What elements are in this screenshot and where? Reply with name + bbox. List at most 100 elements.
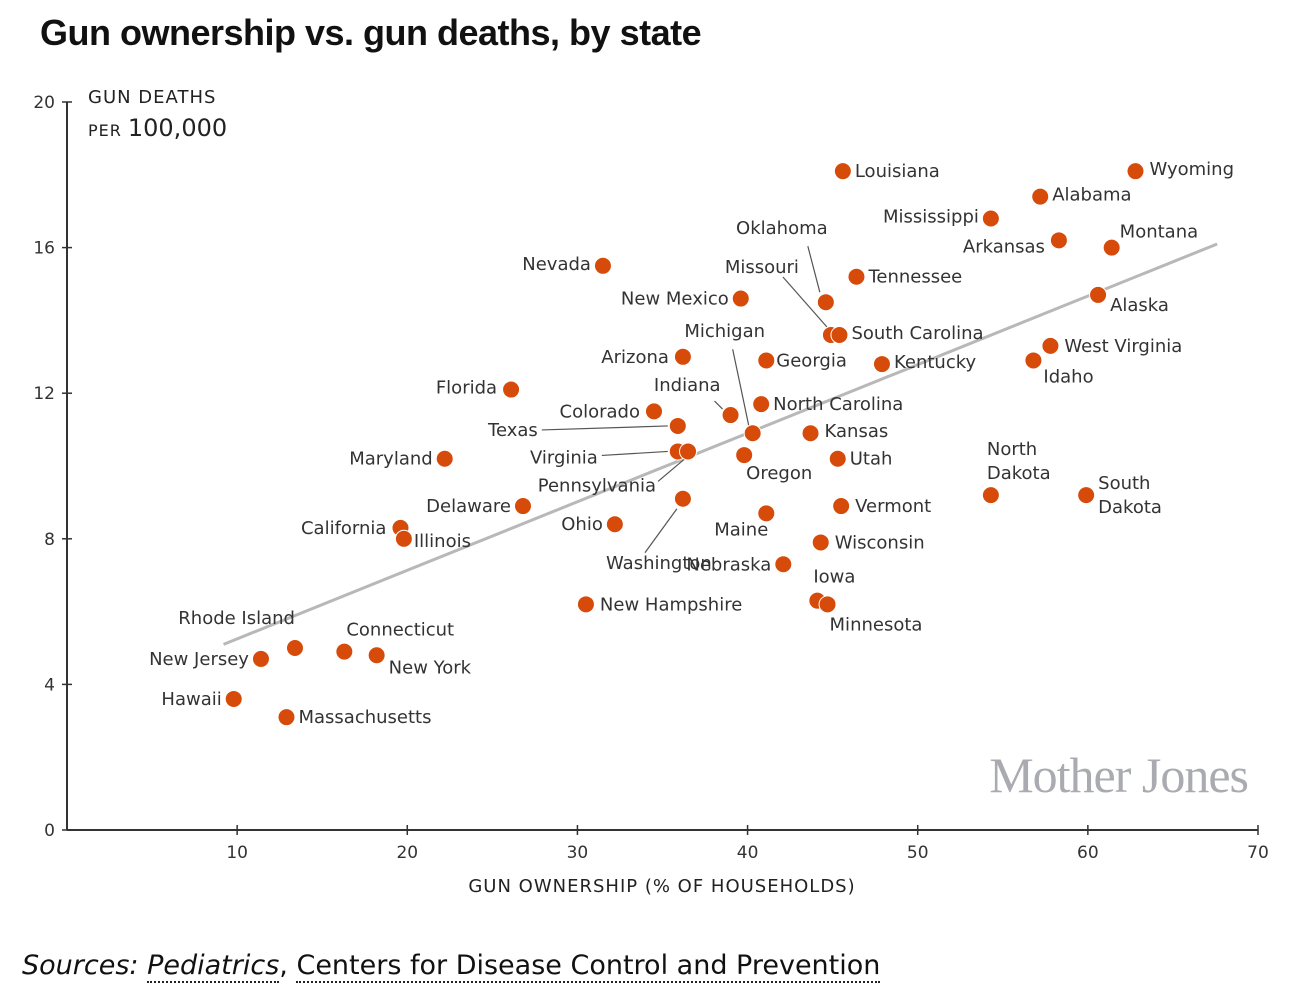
point-new-york xyxy=(367,646,386,665)
point-ohio xyxy=(605,515,624,534)
point-arizona xyxy=(673,347,692,366)
point-oklahoma xyxy=(816,293,835,312)
label-washington: Washington xyxy=(606,553,712,574)
chart-title: Gun ownership vs. gun deaths, by state xyxy=(40,12,702,53)
sources-line: Sources: Pediatrics, Centers for Disease… xyxy=(22,950,881,983)
label-idaho: Idaho xyxy=(1043,366,1093,387)
label-indiana: Indiana xyxy=(654,375,721,396)
label-oklahoma: Oklahoma xyxy=(736,218,828,239)
x-axis-title: GUN OWNERSHIP (% OF HOUSEHOLDS) xyxy=(468,876,855,897)
y-tick-label: 16 xyxy=(33,239,55,259)
x-tick-label: 10 xyxy=(226,843,248,863)
x-tick-label: 50 xyxy=(907,843,929,863)
axes: 10 20 30 40 50 60 70 0 4 8 12 16 20 xyxy=(33,93,1268,863)
label-california: California xyxy=(301,518,386,539)
y-axis-title-line1: GUN DEATHS xyxy=(88,87,216,108)
label-illinois: Illinois xyxy=(414,531,471,552)
point-hawaii xyxy=(224,689,243,708)
point-nevada xyxy=(593,256,612,275)
label-nevada: Nevada xyxy=(522,254,591,275)
x-tick-label: 40 xyxy=(737,843,759,863)
label-south-dakota: South Dakota xyxy=(1098,473,1162,518)
point-florida xyxy=(502,380,521,399)
point-illinois xyxy=(394,529,413,548)
point-new-jersey xyxy=(251,649,270,668)
point-montana xyxy=(1102,238,1121,257)
label-north-carolina: North Carolina xyxy=(773,394,903,415)
label-louisiana: Louisiana xyxy=(855,161,940,182)
point-north-dakota xyxy=(981,486,1000,505)
label-michigan: Michigan xyxy=(684,321,765,342)
y-axis-title-per: PER xyxy=(88,121,122,140)
point-maryland xyxy=(435,449,454,468)
mother-jones-logo: Mother Jones xyxy=(989,747,1248,803)
label-utah: Utah xyxy=(850,449,893,470)
point-kansas xyxy=(801,424,820,443)
label-missouri: Missouri xyxy=(725,257,799,278)
label-kentucky: Kentucky xyxy=(894,352,977,373)
y-tick-label: 4 xyxy=(44,675,55,695)
label-rhode-island: Rhode Island xyxy=(178,608,295,629)
point-west-virginia xyxy=(1041,336,1060,355)
label-new-mexico: New Mexico xyxy=(621,289,729,310)
point-georgia xyxy=(757,351,776,370)
x-tick-label: 70 xyxy=(1247,843,1269,863)
label-wisconsin: Wisconsin xyxy=(835,532,925,553)
point-colorado xyxy=(644,402,663,421)
point-north-carolina xyxy=(752,395,771,414)
point-delaware xyxy=(513,497,532,516)
leader-pennsylvania xyxy=(657,458,685,482)
point-oregon xyxy=(735,446,754,465)
label-delaware: Delaware xyxy=(426,496,511,517)
y-tick-label: 8 xyxy=(44,530,55,550)
point-louisiana xyxy=(833,162,852,181)
y-tick-label: 0 xyxy=(44,821,55,841)
source-link-cdc[interactable]: Centers for Disease Control and Preventi… xyxy=(296,950,881,983)
point-wisconsin xyxy=(811,533,830,552)
label-new-york: New York xyxy=(389,657,472,678)
y-axis-title-units: 100,000 xyxy=(128,114,227,142)
label-iowa: Iowa xyxy=(813,567,855,588)
point-alabama xyxy=(1031,187,1050,206)
label-tennessee: Tennessee xyxy=(867,267,962,288)
point-labels: Wyoming Louisiana Alabama Mississippi Arkans… xyxy=(149,159,1234,728)
point-massachusetts xyxy=(277,708,296,727)
point-rhode-island xyxy=(285,639,304,657)
label-ohio: Ohio xyxy=(561,514,603,535)
label-mississippi: Mississippi xyxy=(883,206,979,227)
points-group xyxy=(224,162,1145,727)
leader-indiana xyxy=(714,400,723,410)
label-new-jersey: New Jersey xyxy=(149,649,249,670)
y-tick-label: 20 xyxy=(33,93,55,113)
sources-separator: , xyxy=(279,950,288,981)
label-arkansas: Arkansas xyxy=(963,236,1045,257)
label-kansas: Kansas xyxy=(825,421,889,442)
leader-washington xyxy=(644,508,678,554)
label-massachusetts: Massachusetts xyxy=(298,707,431,728)
point-new-hampshire xyxy=(576,595,595,614)
label-arizona: Arizona xyxy=(601,347,669,368)
label-maine: Maine xyxy=(714,519,768,540)
point-utah xyxy=(828,449,847,468)
trendline xyxy=(222,242,1218,646)
point-pennsylvania xyxy=(679,442,698,461)
label-alabama: Alabama xyxy=(1052,185,1131,206)
point-mississippi xyxy=(981,209,1000,228)
label-pennsylvania: Pennsylvania xyxy=(538,475,656,496)
y-axis-title-line2: PER 100,000 xyxy=(88,114,227,142)
source-link-pediatrics[interactable]: Pediatrics xyxy=(147,950,280,983)
point-nebraska xyxy=(774,555,793,574)
point-wyoming xyxy=(1126,162,1145,181)
point-alaska xyxy=(1089,285,1108,304)
leader-virginia xyxy=(601,450,668,457)
scatter-chart: 10 20 30 40 50 60 70 0 4 8 12 16 20 Wyoming Louisiana… xyxy=(33,87,1268,897)
point-indiana xyxy=(721,406,740,425)
label-virginia: Virginia xyxy=(530,447,598,468)
point-south-dakota xyxy=(1077,486,1096,505)
label-new-hampshire: New Hampshire xyxy=(600,594,742,615)
leader-michigan xyxy=(732,349,750,426)
label-connecticut: Connecticut xyxy=(346,620,454,641)
leader-oklahoma xyxy=(807,246,821,293)
point-kentucky xyxy=(872,355,891,374)
point-new-mexico xyxy=(731,289,750,308)
